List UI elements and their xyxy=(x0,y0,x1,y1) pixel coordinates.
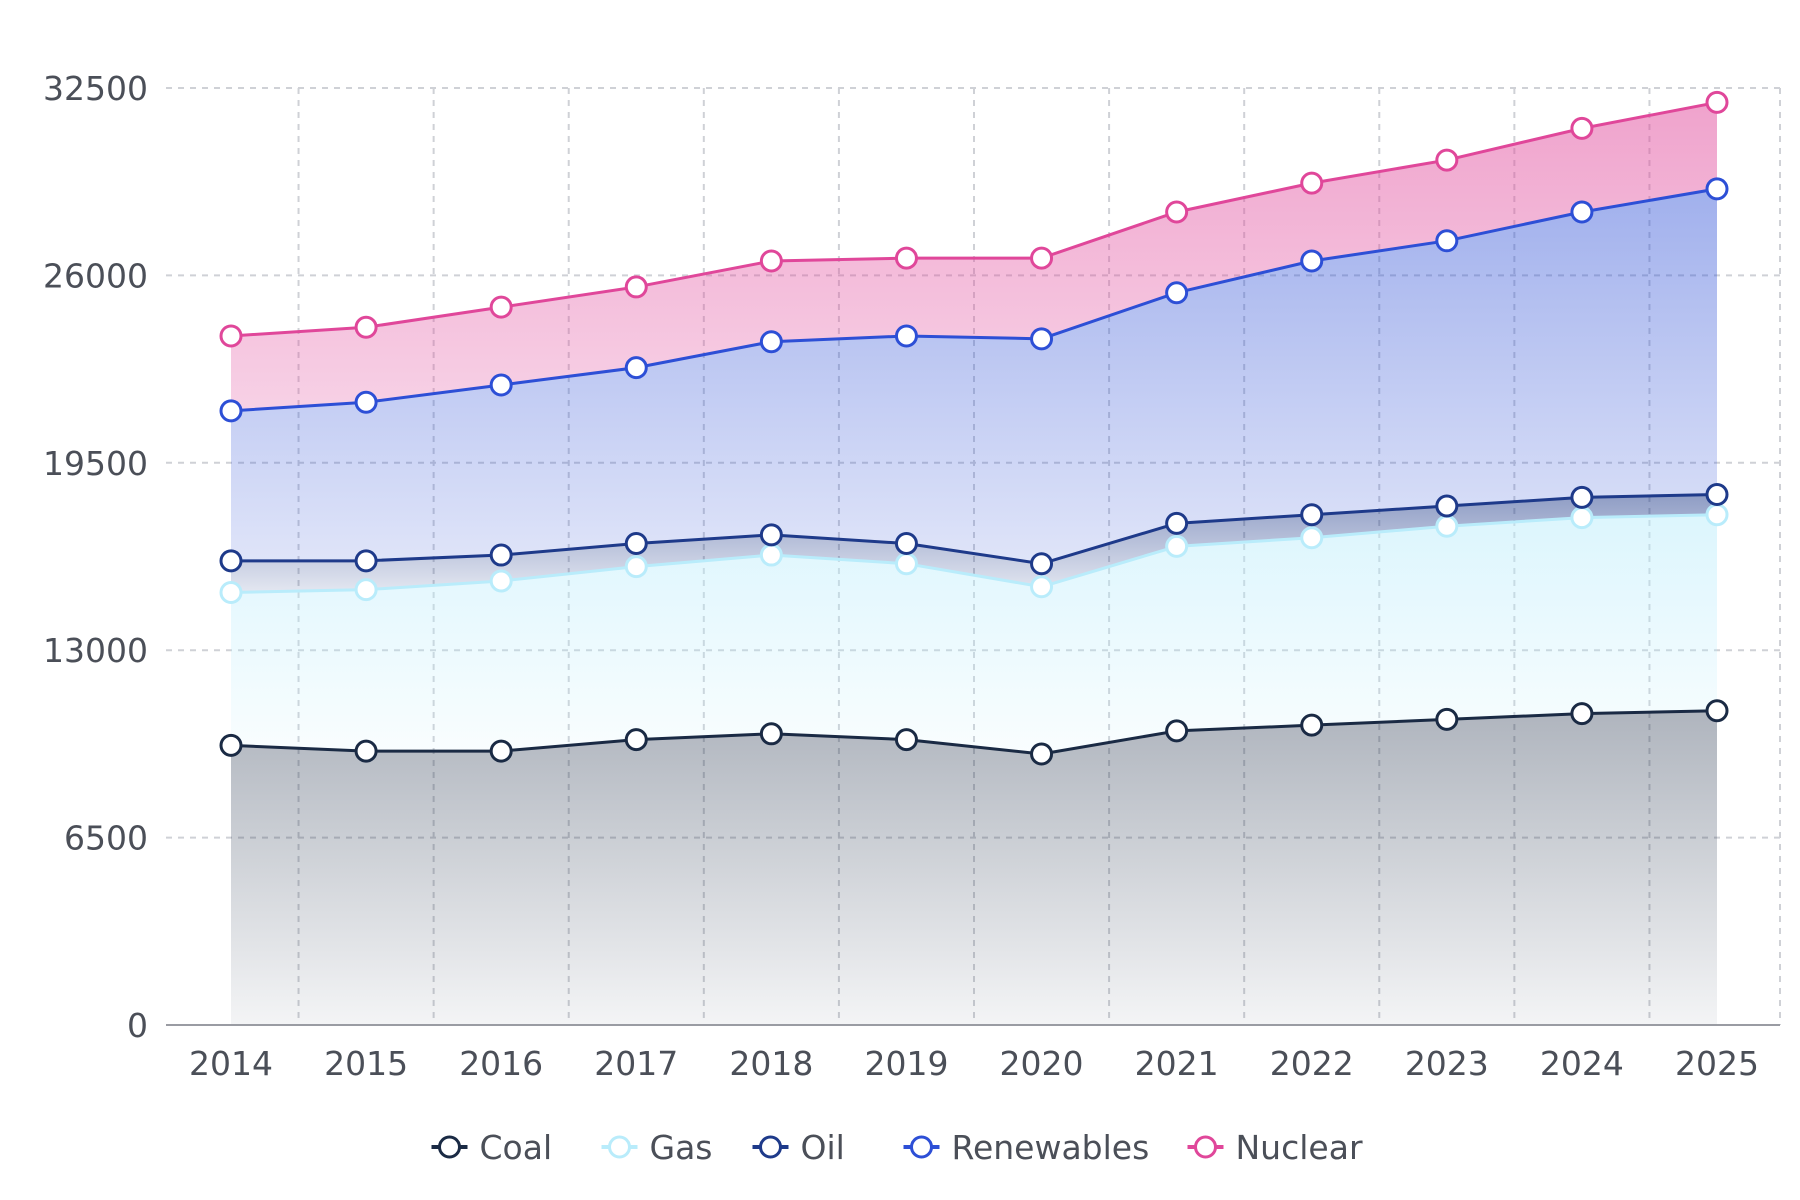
x-tick-label: 2021 xyxy=(1135,1044,1219,1083)
x-tick-label: 2014 xyxy=(189,1044,273,1083)
legend-label: Oil xyxy=(801,1128,845,1167)
x-tick-label: 2016 xyxy=(459,1044,543,1083)
data-point-coal[interactable] xyxy=(1167,721,1187,741)
data-point-renewables[interactable] xyxy=(356,392,376,412)
data-point-gas[interactable] xyxy=(221,583,241,603)
data-point-oil[interactable] xyxy=(761,525,781,545)
data-point-nuclear[interactable] xyxy=(761,251,781,271)
data-point-gas[interactable] xyxy=(1572,508,1592,528)
data-point-gas[interactable] xyxy=(1032,577,1052,597)
y-tick-label: 6500 xyxy=(64,819,148,858)
legend-swatch-marker xyxy=(440,1137,460,1157)
data-point-renewables[interactable] xyxy=(1302,251,1322,271)
legend-label: Renewables xyxy=(952,1128,1150,1167)
data-point-renewables[interactable] xyxy=(1167,283,1187,303)
x-tick-label: 2019 xyxy=(864,1044,948,1083)
legend-item-renewables[interactable]: Renewables xyxy=(904,1128,1150,1167)
data-point-coal[interactable] xyxy=(761,724,781,744)
legend-label: Gas xyxy=(650,1128,713,1167)
data-point-nuclear[interactable] xyxy=(896,248,916,268)
data-point-nuclear[interactable] xyxy=(1167,202,1187,222)
legend-item-oil[interactable]: Oil xyxy=(753,1128,845,1167)
data-point-coal[interactable] xyxy=(356,741,376,761)
data-point-oil[interactable] xyxy=(1302,505,1322,525)
data-point-coal[interactable] xyxy=(1572,704,1592,724)
legend-swatch-marker xyxy=(912,1137,932,1157)
data-point-coal[interactable] xyxy=(626,730,646,750)
data-point-gas[interactable] xyxy=(896,554,916,574)
legend[interactable]: Coal Gas Oil Renewables Nuclear xyxy=(432,1128,1363,1167)
data-point-coal[interactable] xyxy=(491,741,511,761)
data-point-renewables[interactable] xyxy=(896,326,916,346)
y-tick-label: 0 xyxy=(127,1006,148,1045)
data-point-nuclear[interactable] xyxy=(626,277,646,297)
data-point-gas[interactable] xyxy=(356,580,376,600)
data-point-nuclear[interactable] xyxy=(1302,173,1322,193)
data-point-coal[interactable] xyxy=(1437,709,1457,729)
legend-item-gas[interactable]: Gas xyxy=(602,1128,713,1167)
data-point-oil[interactable] xyxy=(491,545,511,565)
y-tick-label: 26000 xyxy=(43,256,148,295)
y-tick-label: 19500 xyxy=(43,444,148,483)
data-point-renewables[interactable] xyxy=(1572,202,1592,222)
legend-swatch-marker xyxy=(761,1137,781,1157)
data-point-coal[interactable] xyxy=(1302,715,1322,735)
x-tick-label: 2017 xyxy=(594,1044,678,1083)
legend-swatch-marker xyxy=(1196,1137,1216,1157)
data-point-oil[interactable] xyxy=(896,534,916,554)
area-coal xyxy=(231,711,1717,1025)
data-point-oil[interactable] xyxy=(1167,513,1187,533)
x-tick-label: 2024 xyxy=(1540,1044,1624,1083)
data-point-nuclear[interactable] xyxy=(1437,150,1457,170)
y-tick-label: 32500 xyxy=(43,69,148,108)
data-point-oil[interactable] xyxy=(1707,485,1727,505)
x-tick-label: 2018 xyxy=(729,1044,813,1083)
areas xyxy=(231,102,1717,1025)
data-point-nuclear[interactable] xyxy=(1572,118,1592,138)
data-point-coal[interactable] xyxy=(221,735,241,755)
data-point-gas[interactable] xyxy=(626,557,646,577)
data-point-renewables[interactable] xyxy=(1707,179,1727,199)
x-tick-label: 2020 xyxy=(1000,1044,1084,1083)
x-tick-label: 2023 xyxy=(1405,1044,1489,1083)
data-point-oil[interactable] xyxy=(1032,554,1052,574)
legend-label: Coal xyxy=(480,1128,553,1167)
data-point-oil[interactable] xyxy=(1572,487,1592,507)
data-point-renewables[interactable] xyxy=(491,375,511,395)
data-point-coal[interactable] xyxy=(896,730,916,750)
y-tick-label: 13000 xyxy=(43,631,148,670)
data-point-gas[interactable] xyxy=(1707,505,1727,525)
data-point-nuclear[interactable] xyxy=(1707,92,1727,112)
data-point-renewables[interactable] xyxy=(761,332,781,352)
legend-swatch-marker xyxy=(610,1137,630,1157)
data-point-gas[interactable] xyxy=(1167,536,1187,556)
x-tick-label: 2025 xyxy=(1675,1044,1759,1083)
data-point-gas[interactable] xyxy=(1437,516,1457,536)
data-point-coal[interactable] xyxy=(1707,701,1727,721)
x-tick-label: 2015 xyxy=(324,1044,408,1083)
data-point-renewables[interactable] xyxy=(626,358,646,378)
data-point-oil[interactable] xyxy=(626,534,646,554)
data-point-nuclear[interactable] xyxy=(1032,248,1052,268)
data-point-nuclear[interactable] xyxy=(356,317,376,337)
data-point-renewables[interactable] xyxy=(221,401,241,421)
legend-label: Nuclear xyxy=(1236,1128,1363,1167)
data-point-gas[interactable] xyxy=(1302,528,1322,548)
data-point-oil[interactable] xyxy=(356,551,376,571)
data-point-nuclear[interactable] xyxy=(491,297,511,317)
data-point-coal[interactable] xyxy=(1032,744,1052,764)
data-point-nuclear[interactable] xyxy=(221,326,241,346)
data-point-renewables[interactable] xyxy=(1437,231,1457,251)
data-point-oil[interactable] xyxy=(1437,496,1457,516)
data-point-oil[interactable] xyxy=(221,551,241,571)
data-point-renewables[interactable] xyxy=(1032,329,1052,349)
legend-item-nuclear[interactable]: Nuclear xyxy=(1188,1128,1363,1167)
x-tick-label: 2022 xyxy=(1270,1044,1354,1083)
data-point-gas[interactable] xyxy=(761,545,781,565)
data-point-gas[interactable] xyxy=(491,571,511,591)
legend-item-coal[interactable]: Coal xyxy=(432,1128,553,1167)
